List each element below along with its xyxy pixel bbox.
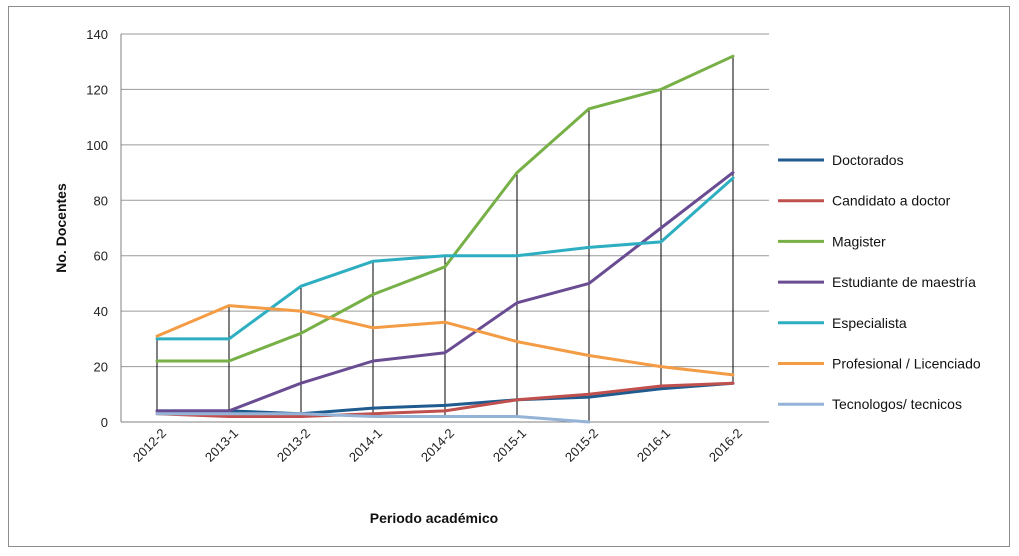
series-line-5 xyxy=(155,176,735,341)
x-axis-title: Periodo académico xyxy=(370,510,498,526)
x-tick-label: 2016-2 xyxy=(706,426,745,465)
series-line-1 xyxy=(155,381,735,416)
x-tick-label: 2013-1 xyxy=(202,426,241,465)
legend-label: Doctorados xyxy=(832,152,904,168)
y-tick-label: 80 xyxy=(94,193,108,208)
x-tick-label: 2013-2 xyxy=(274,426,313,465)
chart-frame xyxy=(8,6,1010,547)
x-tick-label: 2016-1 xyxy=(634,426,673,465)
legend-label: Tecnologos/ tecnicos xyxy=(832,396,962,412)
series-line-6 xyxy=(155,304,735,377)
x-tick-labels: 2012-2 2013-1 2013-2 2014-1 2014-2 2015-1 2015… xyxy=(130,426,745,465)
y-tick-label: 20 xyxy=(94,360,108,375)
y-tick-label: 0 xyxy=(101,415,108,430)
legend-label: Estudiante de maestría xyxy=(832,274,976,290)
x-tick-label: 2014-1 xyxy=(346,426,385,465)
legend-label: Especialista xyxy=(832,315,907,331)
x-tick-label: 2015-1 xyxy=(490,426,529,465)
x-tick-label: 2014-2 xyxy=(418,426,457,465)
y-axis-title: No. Docentes xyxy=(53,183,69,273)
legend-label: Candidato a doctor xyxy=(832,193,951,209)
series-line-3 xyxy=(155,54,735,363)
series-line-2 xyxy=(155,381,735,418)
legend-label: Magister xyxy=(832,233,886,249)
series-lines xyxy=(155,54,735,424)
y-tick-label: 60 xyxy=(94,249,108,264)
x-tick-label: 2012-2 xyxy=(130,426,169,465)
y-tick-label: 100 xyxy=(86,138,108,153)
y-tick-labels: 0 20 40 60 80 100 120 140 xyxy=(86,27,108,430)
y-tick-label: 40 xyxy=(94,304,108,319)
axes xyxy=(120,34,769,423)
legend-label: Profesional / Licenciado xyxy=(832,356,981,372)
x-tick-label: 2015-2 xyxy=(562,426,601,465)
series-line-4 xyxy=(155,171,735,413)
series-line-7 xyxy=(155,412,591,424)
y-tick-label: 120 xyxy=(86,82,108,97)
legend: Doctorados Candidato a doctor Magister Estu… xyxy=(778,152,981,412)
y-tick-label: 140 xyxy=(86,27,108,42)
